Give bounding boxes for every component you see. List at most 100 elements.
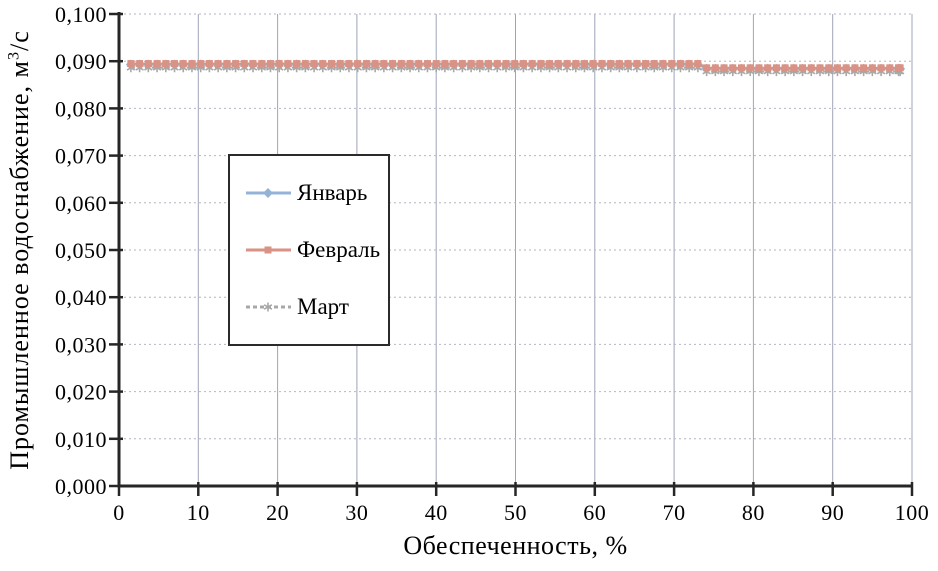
x-tick-label: 30 (345, 500, 368, 525)
square-marker-icon (615, 60, 623, 68)
x-tick-label: 40 (425, 500, 448, 525)
square-marker-icon (877, 64, 885, 72)
square-marker-icon (729, 64, 737, 72)
legend-sample-january-icon (246, 187, 291, 198)
square-marker-icon (171, 60, 179, 68)
square-marker-icon (319, 60, 327, 68)
square-marker-icon (467, 60, 475, 68)
square-marker-icon (537, 60, 545, 68)
square-marker-icon (676, 60, 684, 68)
square-marker-icon (485, 60, 493, 68)
y-axis-title-text: Промышленное водоснабжение, м (5, 60, 34, 470)
series-group (125, 59, 906, 77)
legend-item-january: Январь (245, 180, 386, 206)
square-marker-icon (406, 60, 414, 68)
square-marker-icon (546, 60, 554, 68)
y-axis-title: Промышленное водоснабжение, м3/с (5, 30, 35, 470)
square-marker-icon (423, 60, 431, 68)
square-marker-icon (772, 64, 780, 72)
square-marker-icon (842, 64, 850, 72)
square-marker-icon (284, 60, 292, 68)
square-marker-icon (580, 60, 588, 68)
square-marker-icon (153, 60, 161, 68)
x-tick-label: 100 (895, 500, 930, 525)
legend-label-february: Февраль (297, 236, 381, 262)
square-marker-icon (127, 60, 135, 68)
square-marker-icon (179, 60, 187, 68)
square-marker-icon (572, 60, 580, 68)
square-marker-icon (301, 60, 309, 68)
x-tick-label: 80 (742, 500, 765, 525)
square-marker-icon (205, 60, 213, 68)
square-marker-icon (502, 60, 510, 68)
square-marker-icon (275, 60, 283, 68)
square-marker-icon (755, 64, 763, 72)
y-tick-label: 0,010 (55, 427, 107, 452)
square-marker-icon (738, 64, 746, 72)
square-marker-icon (249, 60, 257, 68)
square-marker-icon (868, 64, 876, 72)
square-marker-icon (633, 60, 641, 68)
diamond-marker-icon (263, 187, 273, 198)
square-marker-icon (519, 60, 527, 68)
square-marker-icon (223, 60, 231, 68)
square-marker-icon (136, 60, 144, 68)
square-marker-icon (764, 64, 772, 72)
square-marker-icon (380, 60, 388, 68)
square-marker-icon (685, 60, 693, 68)
y-tick-label: 0,040 (55, 285, 107, 310)
gridlines (119, 13, 913, 486)
square-marker-icon (345, 60, 353, 68)
legend: Январь Февраль Март (228, 154, 390, 346)
y-axis-title-unit: /с (5, 30, 34, 51)
x-axis-title: Обеспеченность, % (403, 531, 628, 560)
y-tick-label: 0,030 (55, 332, 107, 357)
square-marker-icon (790, 64, 798, 72)
square-marker-icon (607, 60, 615, 68)
x-tick-label: 90 (821, 500, 844, 525)
x-tick-label: 70 (663, 500, 686, 525)
legend-item-march: Март (245, 294, 386, 320)
square-marker-icon (659, 60, 667, 68)
square-marker-icon (458, 60, 466, 68)
square-marker-icon (293, 60, 301, 68)
y-tick-label: 0,050 (55, 238, 107, 263)
square-marker-icon (807, 64, 815, 72)
square-marker-icon (720, 64, 728, 72)
y-tick-label: 0,090 (55, 49, 107, 74)
square-marker-icon (310, 60, 318, 68)
square-marker-icon (441, 60, 449, 68)
square-marker-icon (816, 64, 824, 72)
legend-label-january: Январь (297, 179, 368, 205)
square-marker-icon (825, 64, 833, 72)
square-marker-icon (240, 60, 248, 68)
square-marker-icon (668, 60, 676, 68)
square-marker-icon (432, 60, 440, 68)
x-tick-label: 10 (187, 500, 210, 525)
square-marker-icon (851, 64, 859, 72)
square-marker-icon (511, 60, 519, 68)
square-marker-icon (389, 60, 397, 68)
y-tick-label: 0,060 (55, 191, 107, 216)
square-marker-icon (336, 60, 344, 68)
square-marker-icon (476, 60, 484, 68)
y-tick-label: 0,020 (55, 380, 107, 405)
square-marker-icon (642, 60, 650, 68)
square-marker-icon (415, 60, 423, 68)
square-marker-icon (860, 64, 868, 72)
square-marker-icon (258, 60, 266, 68)
legend-item-february: Февраль (245, 237, 386, 263)
square-marker-icon (328, 60, 336, 68)
square-marker-icon (214, 60, 222, 68)
legend-sample-february-icon (246, 246, 291, 254)
square-marker-icon (711, 64, 719, 72)
square-marker-icon (833, 64, 841, 72)
square-marker-icon (694, 60, 702, 68)
square-marker-icon (266, 60, 274, 68)
square-marker-icon (354, 60, 362, 68)
y-tick-label: 0,100 (55, 2, 107, 27)
square-marker-icon (371, 60, 379, 68)
square-marker-icon (563, 60, 571, 68)
